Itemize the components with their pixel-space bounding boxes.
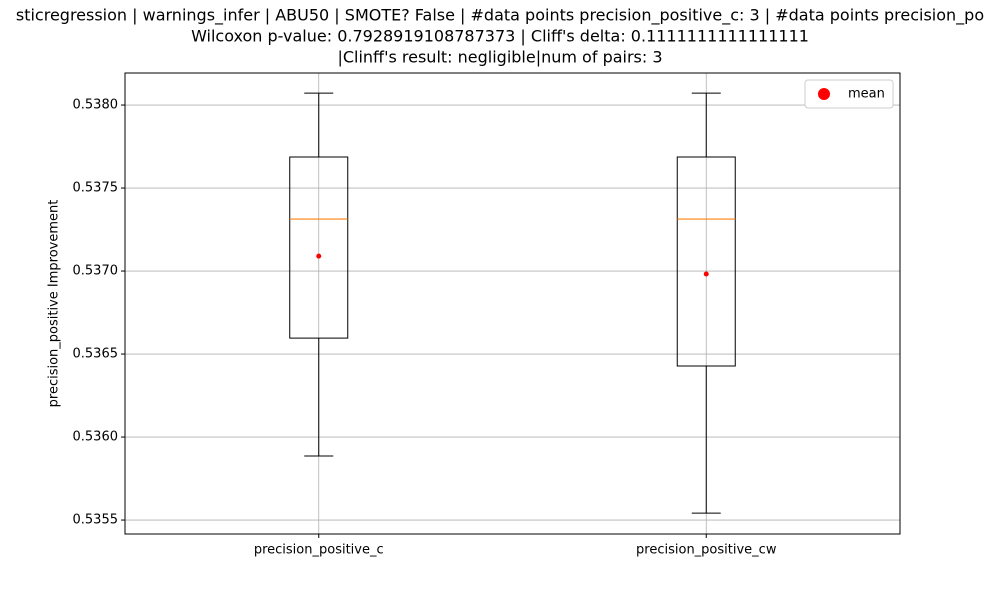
- legend-marker: [818, 88, 830, 100]
- y-tick-label: 0.5375: [73, 181, 119, 196]
- chart-title: sticregression | warnings_infer | ABU50 …: [16, 6, 984, 26]
- y-tick-label: 0.5360: [73, 430, 119, 445]
- chart-title: Wilcoxon p-value: 0.7928919108787373 | C…: [191, 27, 809, 46]
- box: [676, 156, 736, 367]
- y-tick-label: 0.5355: [73, 513, 119, 528]
- x-tick-label: precision_positive_c: [254, 543, 384, 558]
- chart-title: |Clinff's result: negligible|num of pair…: [337, 48, 662, 67]
- mean-marker: [703, 271, 709, 277]
- y-tick-label: 0.5380: [73, 98, 119, 113]
- box: [289, 156, 349, 339]
- plot-frame: [124, 72, 901, 535]
- y-tick-label: 0.5370: [73, 264, 119, 279]
- y-axis-label: precision_positive Improvement: [47, 200, 62, 408]
- legend-box: [804, 79, 894, 109]
- mean-marker: [316, 253, 322, 259]
- legend-label: mean: [848, 87, 885, 102]
- y-tick-label: 0.5365: [73, 347, 119, 362]
- x-tick-label: precision_positive_cw: [636, 543, 777, 558]
